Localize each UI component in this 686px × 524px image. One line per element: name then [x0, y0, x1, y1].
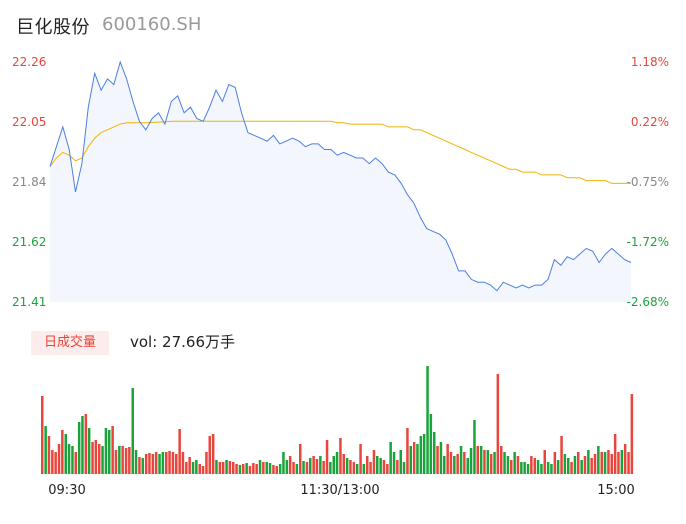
y-tick-right: 0.22%: [631, 115, 669, 129]
y-tick-left: 21.62: [12, 235, 46, 249]
price-area: [50, 62, 631, 302]
y-tick-right: -2.68%: [627, 295, 669, 309]
volume-value: vol: 27.66万手: [130, 333, 235, 351]
volume-tab[interactable]: 日成交量: [31, 331, 109, 355]
stock-code: 600160.SH: [102, 14, 202, 35]
y-tick-right: 1.18%: [631, 55, 669, 69]
stock-name: 巨化股份: [16, 17, 90, 38]
y-tick-left: 21.41: [12, 295, 46, 309]
y-tick-right: -1.72%: [627, 235, 669, 249]
avg-price-line: [49, 120, 631, 184]
y-tick-left: 22.05: [12, 115, 46, 129]
y-tick-left: 21.84: [12, 175, 46, 189]
y-tick-left: 22.26: [12, 55, 46, 69]
price-line: [49, 60, 632, 292]
y-tick-right: -0.75%: [627, 175, 669, 189]
